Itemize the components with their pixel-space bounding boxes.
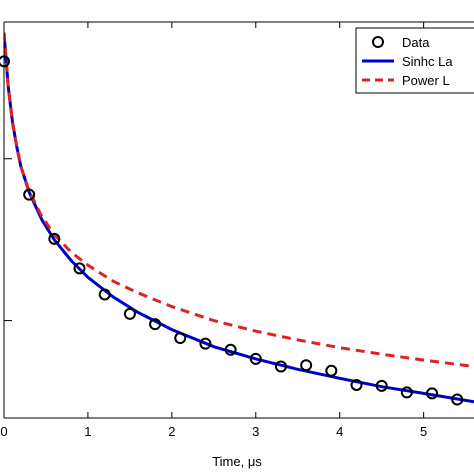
legend-label: Data <box>402 35 430 50</box>
data-point <box>199 337 212 350</box>
data-point <box>249 352 262 365</box>
axes <box>3 21 474 419</box>
x-tick-label: 3 <box>252 424 259 439</box>
x-axis-label: Time, μs <box>212 454 262 469</box>
legend: Data Sinhc La Power L <box>355 27 474 94</box>
data-point <box>23 188 36 201</box>
data-point <box>426 387 439 400</box>
series-line-sinhc-la <box>4 32 474 404</box>
x-tick-label: 5 <box>420 424 427 439</box>
data-point <box>174 332 187 345</box>
x-tick-label: 1 <box>84 424 91 439</box>
data-point <box>149 318 162 331</box>
x-tick-label: 4 <box>336 424 343 439</box>
series-line-power-l <box>4 32 474 368</box>
legend-marker-data <box>372 36 384 48</box>
data-point <box>400 386 413 399</box>
data-point <box>224 343 237 356</box>
plot-area <box>0 32 474 406</box>
data-point <box>300 359 313 372</box>
data-point <box>274 360 287 373</box>
data-point <box>451 393 464 406</box>
data-point <box>350 378 363 391</box>
data-point <box>73 262 86 275</box>
data-point <box>123 307 136 320</box>
legend-label: Sinhc La <box>402 54 453 69</box>
data-point <box>375 379 388 392</box>
legend-label: Power L <box>402 73 450 88</box>
data-point <box>325 364 338 377</box>
x-axis-ticks: 0 1 2 3 4 5 <box>0 22 427 439</box>
x-tick-label: 2 <box>168 424 175 439</box>
x-tick-label: 0 <box>0 424 7 439</box>
data-point <box>48 232 61 245</box>
data-point <box>98 288 111 301</box>
